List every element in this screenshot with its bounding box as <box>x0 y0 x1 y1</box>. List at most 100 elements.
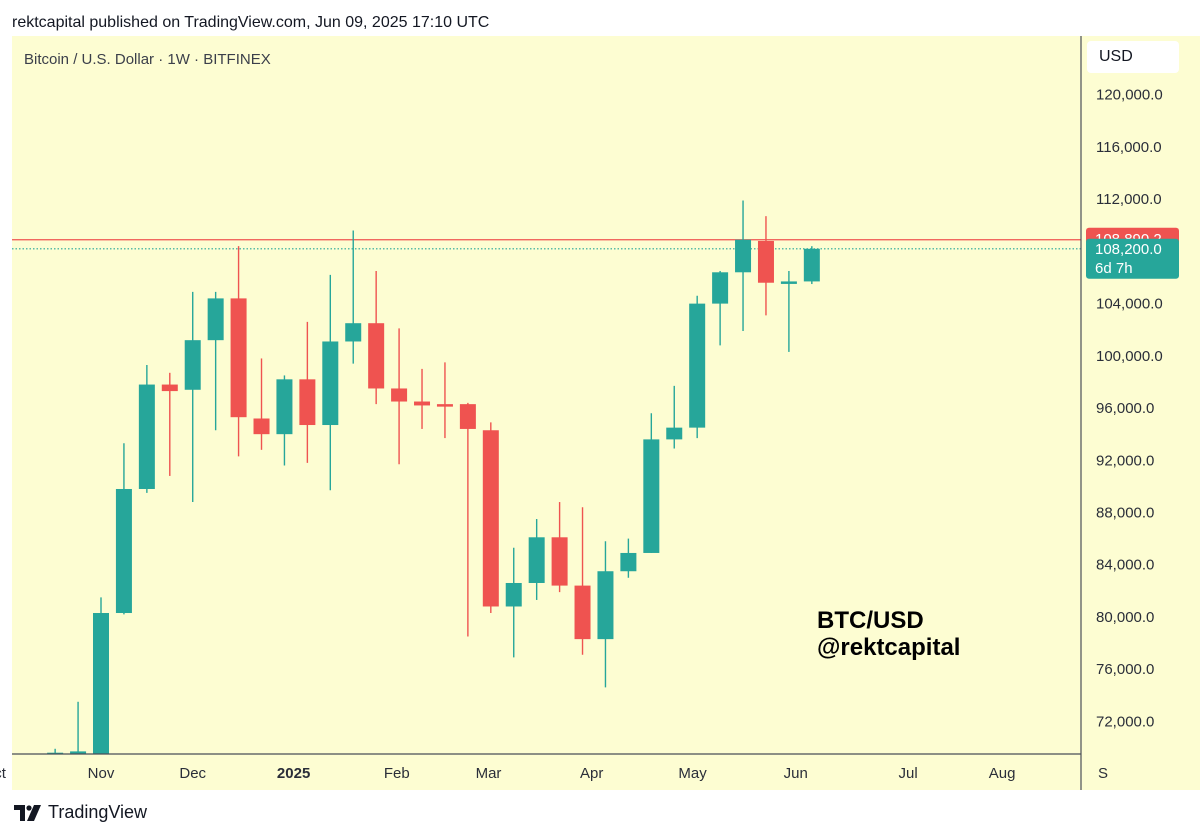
footer-brand[interactable]: TradingView <box>14 802 147 823</box>
candle <box>70 701 87 754</box>
candle-body <box>207 298 224 341</box>
y-tick-label: 112,000.0 <box>1096 191 1162 208</box>
y-tick-label: 72,000.0 <box>1096 713 1154 730</box>
candle <box>712 270 729 346</box>
candle-body <box>299 379 316 426</box>
x-tick-label: May <box>678 765 707 782</box>
candle-body <box>528 537 545 583</box>
candle-body <box>414 401 431 406</box>
x-tick-label: Jul <box>899 765 918 782</box>
candle <box>115 443 132 615</box>
candle <box>161 372 178 476</box>
candle-body <box>712 272 729 304</box>
candle-body <box>620 552 637 572</box>
x-tick-label: Apr <box>580 765 603 782</box>
y-tick-label: 104,000.0 <box>1096 296 1163 313</box>
y-tick-label: 100,000.0 <box>1096 348 1163 365</box>
countdown-label: 6d 7h <box>1095 260 1133 277</box>
candle-body <box>47 752 64 754</box>
tradingview-logo-icon <box>14 804 41 821</box>
candle <box>757 216 774 316</box>
candle <box>551 502 568 593</box>
y-tick-label: 80,000.0 <box>1096 609 1154 626</box>
candle <box>666 385 683 449</box>
candles-group <box>47 200 820 754</box>
candle <box>276 375 293 466</box>
candle-body <box>115 488 132 614</box>
candle <box>93 597 109 754</box>
candle <box>322 274 339 491</box>
y-tick-label: 92,000.0 <box>1096 452 1154 469</box>
y-tick-label: 96,000.0 <box>1096 400 1154 417</box>
y-tick-label: 88,000.0 <box>1096 504 1154 521</box>
x-tick-label: Dec <box>179 765 206 782</box>
candle-body <box>505 582 522 607</box>
candle <box>138 364 155 493</box>
candle <box>253 358 270 450</box>
candle-body <box>803 248 820 282</box>
candle-body <box>436 404 453 407</box>
candle-body <box>597 571 614 640</box>
candle-body <box>459 404 476 429</box>
candle-body <box>322 341 339 426</box>
candle <box>299 321 316 463</box>
candle <box>735 200 752 332</box>
x-tick-label: Mar <box>476 765 502 782</box>
candle-body <box>391 388 408 402</box>
candle-body <box>345 323 362 342</box>
candle <box>436 362 453 439</box>
candle-body <box>253 418 270 435</box>
y-tick-label: 116,000.0 <box>1096 139 1162 156</box>
candle-body <box>574 585 591 640</box>
candle <box>528 519 545 600</box>
x-tick-label: Aug <box>989 765 1016 782</box>
candle <box>620 538 637 578</box>
x-tick-label: ct <box>0 765 7 782</box>
candle <box>597 541 614 688</box>
candle <box>459 402 476 637</box>
watermark-line: BTC/USD <box>817 607 924 634</box>
candle <box>505 547 522 658</box>
candle-body <box>643 439 660 553</box>
candle-body <box>93 613 109 754</box>
candle <box>47 748 64 754</box>
x-tick-label: S <box>1098 765 1108 782</box>
publisher-line: rektcapital published on TradingView.com… <box>12 14 490 31</box>
candle <box>184 291 201 503</box>
candle-body <box>161 384 178 392</box>
candle <box>230 246 247 457</box>
candle <box>643 413 660 553</box>
candle <box>803 246 820 285</box>
candle <box>345 230 362 364</box>
candle-body <box>757 240 774 283</box>
candle-body <box>689 303 706 428</box>
footer-brand-label: TradingView <box>48 802 148 822</box>
candle-body <box>551 537 568 586</box>
candle <box>207 291 224 431</box>
candle-body <box>666 427 683 440</box>
candle-body <box>368 323 385 389</box>
x-tick-label: Nov <box>88 765 115 782</box>
candle <box>482 422 499 614</box>
candle-body <box>735 239 752 273</box>
x-tick-label: Feb <box>384 765 410 782</box>
x-tick-label: 2025 <box>277 765 310 782</box>
candle-body <box>780 281 797 284</box>
currency-button[interactable]: USD <box>1087 41 1179 73</box>
y-tick-label: 120,000.0 <box>1096 87 1163 104</box>
candle <box>574 507 591 655</box>
candle-body <box>230 298 247 418</box>
candle-body <box>138 384 155 489</box>
y-tick-label: 76,000.0 <box>1096 661 1154 678</box>
candle-body <box>482 430 499 607</box>
candle-body <box>184 340 201 390</box>
candle <box>780 270 797 352</box>
last-price-label: 108,200.0 <box>1095 241 1162 258</box>
candle <box>368 270 385 405</box>
candle <box>414 368 431 429</box>
candle-body <box>70 751 87 754</box>
candle <box>689 295 706 439</box>
last-price-tag: 108,200.0 6d 7h <box>1086 238 1179 279</box>
y-tick-label: 84,000.0 <box>1096 557 1154 574</box>
